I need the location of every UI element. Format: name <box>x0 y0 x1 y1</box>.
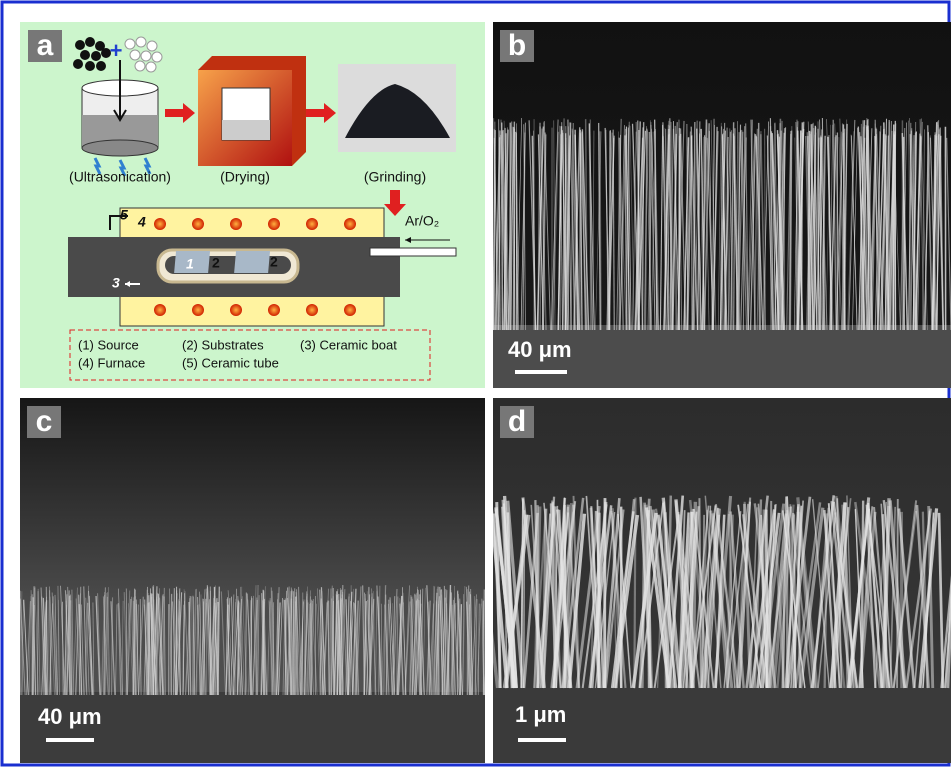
nanowire <box>675 126 676 330</box>
nanowire <box>69 596 70 695</box>
legend-item: (5) Ceramic tube <box>182 355 279 370</box>
scale-label: 40 μm <box>508 337 572 362</box>
marker-label: 5 <box>120 207 128 223</box>
panel-b <box>490 22 951 388</box>
panel-a: a + (Ultrasonication) (Drying) (Grinding… <box>20 22 485 388</box>
legend-item: (4) Furnace <box>78 355 145 370</box>
nanowire <box>412 597 413 695</box>
legend-item: (3) Ceramic boat <box>300 337 397 352</box>
marker-label: 2 <box>212 255 220 271</box>
step-label: (Drying) <box>220 169 270 185</box>
nanowire <box>784 128 785 330</box>
nanowire <box>420 590 421 695</box>
figure: a + (Ultrasonication) (Drying) (Grinding… <box>0 0 951 767</box>
nanowire <box>490 136 493 330</box>
scale-bar <box>518 738 566 742</box>
powder-photo <box>338 64 456 152</box>
gas-label: Ar/O₂ <box>405 213 439 229</box>
scale-label: 1 μm <box>515 702 566 727</box>
step-label: (Grinding) <box>364 169 426 185</box>
panel-label: b <box>508 29 526 62</box>
svg-text:+: + <box>110 38 123 63</box>
legend-item: (2) Substrates <box>182 337 264 352</box>
scale-bar <box>515 370 567 374</box>
nanowire <box>37 591 38 695</box>
panel-label: c <box>36 405 53 438</box>
nanowire <box>771 126 772 330</box>
nanowire <box>691 136 692 330</box>
nanowire <box>484 596 489 695</box>
nanowire <box>801 122 802 330</box>
nanowire <box>502 123 503 330</box>
marker-label: 2 <box>270 254 278 270</box>
scale-bar <box>46 738 94 742</box>
scale-label: 40 μm <box>38 704 102 729</box>
nanowire <box>634 498 635 688</box>
panel-label: d <box>508 405 526 438</box>
marker-label: 4 <box>137 214 146 230</box>
legend-item: (1) Source <box>78 337 139 352</box>
marker-label: 1 <box>186 256 194 272</box>
step-label: (Ultrasonication) <box>69 169 171 185</box>
oven <box>198 56 306 166</box>
nanowire <box>889 120 890 330</box>
nanowire <box>470 592 471 695</box>
marker-label: 3 <box>112 275 120 291</box>
panel-label: a <box>37 29 54 62</box>
